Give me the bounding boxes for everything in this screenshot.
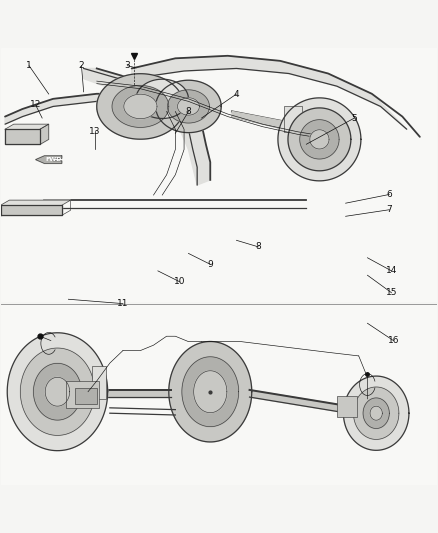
Polygon shape bbox=[124, 94, 157, 119]
Polygon shape bbox=[288, 108, 351, 171]
Text: 8: 8 bbox=[186, 107, 191, 116]
Text: 8: 8 bbox=[255, 243, 261, 252]
Text: 3: 3 bbox=[124, 61, 130, 70]
Text: 5: 5 bbox=[351, 114, 357, 123]
Polygon shape bbox=[1, 205, 62, 215]
Text: 16: 16 bbox=[388, 336, 399, 345]
Text: 7: 7 bbox=[386, 205, 392, 214]
FancyBboxPatch shape bbox=[337, 396, 357, 417]
Polygon shape bbox=[40, 124, 49, 144]
Text: 9: 9 bbox=[207, 260, 213, 269]
FancyBboxPatch shape bbox=[92, 366, 106, 399]
Polygon shape bbox=[232, 111, 285, 129]
Polygon shape bbox=[20, 348, 95, 435]
Polygon shape bbox=[132, 56, 407, 129]
Polygon shape bbox=[363, 398, 389, 429]
Text: 11: 11 bbox=[117, 299, 129, 308]
Polygon shape bbox=[136, 79, 188, 118]
Polygon shape bbox=[155, 80, 221, 133]
Text: 15: 15 bbox=[386, 288, 397, 297]
Polygon shape bbox=[1, 200, 71, 205]
Text: 10: 10 bbox=[174, 277, 185, 286]
Text: FWD: FWD bbox=[45, 157, 61, 162]
Bar bbox=[1, 304, 437, 485]
Text: 14: 14 bbox=[386, 266, 397, 276]
Text: 6: 6 bbox=[386, 190, 392, 199]
Polygon shape bbox=[169, 342, 252, 442]
Text: 4: 4 bbox=[233, 90, 239, 99]
Polygon shape bbox=[194, 371, 227, 413]
FancyBboxPatch shape bbox=[285, 106, 302, 132]
Polygon shape bbox=[97, 74, 184, 139]
Polygon shape bbox=[33, 364, 81, 420]
FancyBboxPatch shape bbox=[75, 387, 97, 404]
Polygon shape bbox=[167, 90, 209, 123]
Text: 2: 2 bbox=[79, 61, 84, 70]
Polygon shape bbox=[278, 98, 361, 181]
Polygon shape bbox=[177, 98, 199, 115]
Bar bbox=[1, 48, 437, 302]
Polygon shape bbox=[300, 120, 339, 159]
FancyBboxPatch shape bbox=[66, 381, 99, 408]
Polygon shape bbox=[79, 390, 171, 397]
Polygon shape bbox=[45, 377, 70, 406]
Text: 12: 12 bbox=[30, 100, 41, 109]
Polygon shape bbox=[353, 387, 399, 439]
Polygon shape bbox=[112, 85, 169, 127]
FancyBboxPatch shape bbox=[302, 127, 329, 149]
Polygon shape bbox=[5, 124, 49, 129]
Polygon shape bbox=[310, 130, 329, 149]
Polygon shape bbox=[35, 156, 62, 164]
Text: 1: 1 bbox=[26, 61, 32, 70]
Polygon shape bbox=[343, 376, 409, 450]
Polygon shape bbox=[182, 357, 239, 426]
Polygon shape bbox=[7, 333, 108, 451]
Polygon shape bbox=[5, 94, 175, 124]
Polygon shape bbox=[370, 406, 382, 420]
Polygon shape bbox=[84, 68, 210, 185]
Text: 13: 13 bbox=[89, 127, 100, 136]
Polygon shape bbox=[5, 129, 40, 144]
Polygon shape bbox=[250, 390, 359, 415]
